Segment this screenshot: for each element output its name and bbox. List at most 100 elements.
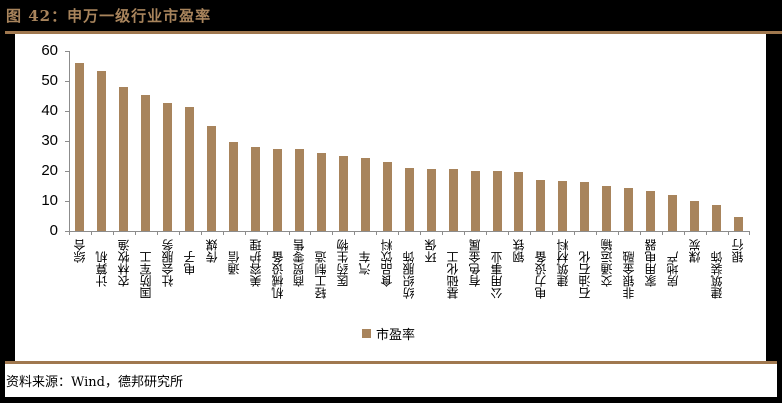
x-tick-label: 有色金属	[468, 239, 483, 287]
x-tick-mark	[573, 231, 575, 235]
bar	[251, 147, 261, 231]
x-tick-label: 传媒	[204, 239, 219, 263]
x-tick-label: 食品饮料	[380, 239, 395, 287]
y-tick-label: 0	[49, 222, 58, 239]
y-axis	[69, 51, 70, 232]
x-tick-label: 非银金融	[621, 251, 636, 299]
x-tick-label: 基础化工	[446, 251, 461, 299]
x-tick-label: 银行	[731, 239, 746, 263]
x-tick-mark	[332, 231, 334, 235]
source-strip: 资料来源：Wind，德邦研究所	[5, 364, 777, 397]
x-tick-mark	[529, 231, 531, 235]
x-tick-mark	[354, 231, 356, 235]
source-note: 资料来源：Wind，德邦研究所	[6, 375, 183, 390]
y-tick-mark	[65, 171, 69, 172]
y-tick-mark	[65, 81, 69, 82]
y-tick-mark	[65, 201, 69, 202]
y-tick-mark	[65, 111, 69, 112]
bar	[185, 107, 195, 231]
bar	[229, 142, 239, 231]
y-tick-label: 50	[41, 72, 58, 89]
bar	[141, 94, 151, 231]
x-tick-label: 交通运输	[599, 239, 614, 287]
bar	[733, 216, 743, 231]
x-tick-mark	[508, 231, 509, 235]
x-tick-label: 建筑材料	[555, 239, 570, 287]
bar	[426, 168, 436, 231]
x-tick-label: 国防军工	[138, 251, 153, 299]
top-divider	[5, 31, 782, 34]
x-tick-mark	[551, 231, 553, 235]
x-tick-label: 医药生物	[336, 239, 351, 287]
bar	[273, 148, 283, 231]
x-tick-mark	[69, 231, 70, 235]
x-tick-mark	[222, 231, 224, 235]
bar	[163, 102, 173, 231]
y-tick-mark	[65, 51, 69, 52]
x-tick-mark	[661, 231, 663, 235]
x-tick-mark	[112, 231, 114, 235]
x-tick-label: 通信	[226, 251, 241, 275]
x-tick-label: 钢铁	[511, 239, 526, 263]
x-tick-mark	[200, 231, 202, 235]
y-tick-mark	[65, 141, 69, 142]
bar	[492, 171, 502, 231]
bar	[602, 186, 612, 231]
x-tick-mark	[310, 231, 312, 235]
figure-title: 图 42：申万一级行业市盈率	[6, 7, 212, 25]
bar	[338, 156, 348, 231]
x-tick-label: 环保	[424, 239, 439, 263]
x-tick-label: 综合	[72, 239, 87, 263]
bar	[536, 180, 546, 231]
x-tick-label: 石油石化	[577, 251, 592, 299]
bar	[404, 168, 414, 231]
bar	[646, 191, 656, 231]
x-tick-mark	[134, 231, 136, 235]
x-tick-mark	[244, 231, 246, 235]
x-tick-mark	[595, 231, 597, 235]
y-tick-label: 10	[41, 192, 58, 209]
bar	[690, 201, 700, 231]
x-tick-mark	[90, 231, 92, 235]
y-tick-label: 60	[41, 42, 58, 59]
x-tick-label: 电子	[182, 251, 197, 275]
bar	[382, 162, 392, 231]
bar	[470, 170, 480, 231]
x-tick-label: 农林牧渔	[116, 239, 131, 287]
y-tick-label: 40	[41, 102, 58, 119]
x-tick-label: 汽车	[358, 251, 373, 275]
x-axis	[69, 231, 750, 232]
bar	[514, 171, 524, 231]
x-tick-mark	[288, 231, 290, 235]
bar	[360, 158, 370, 231]
bar	[448, 169, 458, 231]
x-tick-label: 纺织服饰	[402, 251, 417, 299]
x-tick-mark	[376, 231, 378, 235]
bar	[75, 63, 85, 231]
legend-label: 市盈率	[376, 328, 416, 343]
x-tick-label: 美容护理	[248, 239, 263, 287]
x-tick-label: 电力设备	[533, 251, 548, 299]
bar	[580, 181, 590, 231]
x-tick-label: 建筑装饰	[709, 251, 724, 299]
x-tick-label: 房地产	[665, 251, 680, 287]
x-tick-mark	[727, 231, 729, 235]
legend: 市盈率	[362, 324, 415, 343]
bar	[712, 205, 722, 231]
bar	[207, 125, 217, 231]
bar	[668, 195, 678, 231]
bar	[316, 153, 326, 231]
x-tick-mark	[639, 231, 641, 235]
x-tick-mark	[464, 231, 466, 235]
bar	[119, 87, 129, 231]
bar	[558, 181, 568, 231]
y-tick-mark	[65, 231, 69, 232]
x-tick-mark	[156, 231, 158, 235]
x-tick-mark	[749, 231, 751, 235]
x-tick-mark	[178, 231, 180, 235]
x-tick-label: 计算机	[94, 251, 109, 287]
x-tick-label: 轻工制造	[314, 251, 329, 299]
bar	[624, 188, 634, 231]
bar	[294, 149, 304, 231]
